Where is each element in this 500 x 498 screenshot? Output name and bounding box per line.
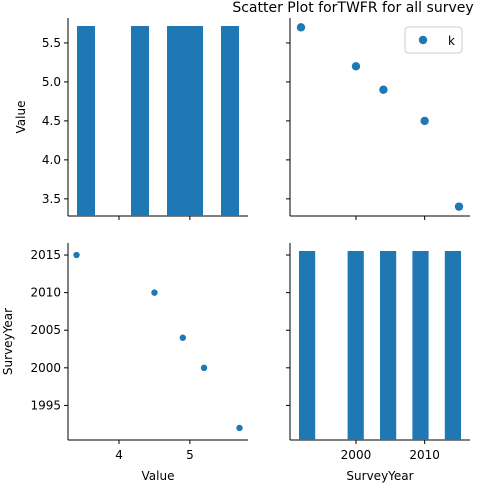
year-y-tick-label: 1995 [30,398,61,412]
value-y-tick-label: 5.5 [42,36,61,50]
value-vs-year-point [420,116,429,126]
value-y-tick-label: 4.5 [42,114,61,128]
value-vs-year-point [379,85,388,94]
value-vs-year-point [296,23,306,32]
value-x-tick-label: 5 [186,448,194,462]
value-y-tick-label: 5.0 [42,75,61,89]
value-vs-year-point [351,62,361,71]
legend-label: k [448,34,455,48]
year-y-tick-label: 2015 [30,248,61,262]
year-vs-value-point [73,251,80,259]
year-x-tick-label: 2010 [409,448,440,462]
value-hist-bar [221,26,239,216]
year-hist-bar [412,251,429,440]
year-vs-value-point [200,364,208,372]
x-axis-label-value: Value [142,469,175,483]
value-hist-bar [77,26,95,216]
value-x-tick-label: 4 [115,448,123,462]
year-vs-value-point [151,289,158,296]
year-y-tick-label: 2010 [30,286,61,300]
value-hist-bar [185,26,203,216]
value-hist-bar [167,26,185,216]
year-vs-value-point [236,424,243,432]
year-hist-bar [380,251,397,440]
value-vs-year-point [454,202,464,211]
y-axis-label-value: Value [14,101,28,134]
pairplot-panels: 3.5 4.0 4.5 5.0 5.5 1995 2000 2005 2010 2015 4 5 200… [1,18,470,483]
value-y-tick-label: 3.5 [42,192,61,206]
x-axis-label-surveyyear: SurveyYear [346,469,413,483]
legend-box [404,26,463,54]
value-hist-bar [131,26,149,216]
value-y-tick-label: 4.0 [42,153,61,167]
year-x-tick-label: 2000 [341,448,372,462]
year-y-tick-label: 2005 [30,323,61,337]
year-hist-bar [299,251,316,440]
year-hist-bar [347,251,364,440]
legend-marker [418,35,428,45]
y-axis-label-surveyyear: SurveyYear [1,308,15,375]
year-hist-bar [444,251,461,440]
chart-title: Scatter Plot forTWFR for all survey [232,0,473,16]
year-vs-value-point [179,334,187,341]
year-y-tick-label: 2000 [30,361,61,375]
legend: k [404,26,463,54]
